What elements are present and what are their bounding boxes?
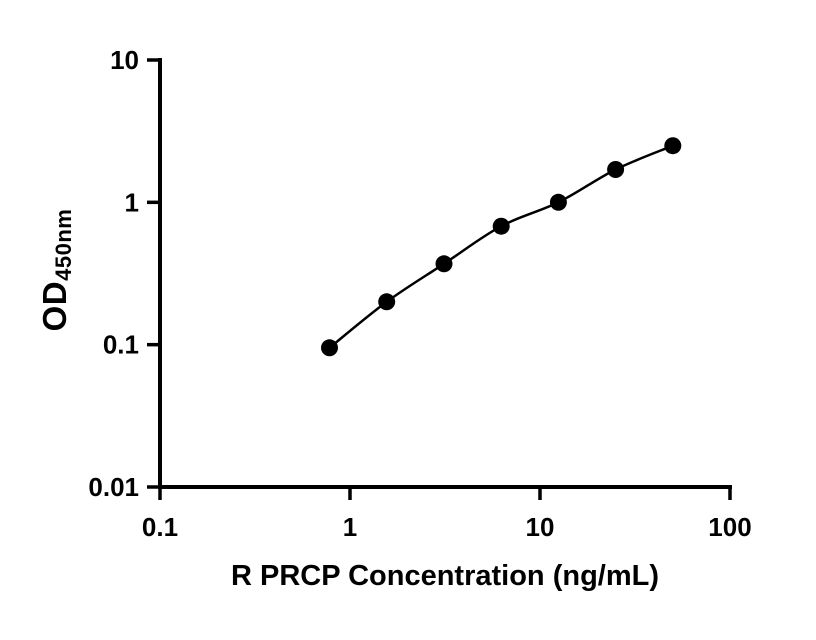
x-tick-label: 1 bbox=[343, 512, 357, 542]
y-axis-title: OD450nm bbox=[36, 208, 76, 332]
y-tick-label: 1 bbox=[125, 187, 139, 217]
x-tick-label: 100 bbox=[708, 512, 751, 542]
x-axis-title: R PRCP Concentration (ng/mL) bbox=[230, 560, 660, 592]
x-tick-label: 0.1 bbox=[142, 512, 178, 542]
y-axis-title-main: OD bbox=[36, 280, 73, 332]
data-point-marker bbox=[378, 293, 396, 311]
axes-frame bbox=[158, 58, 732, 489]
y-tick-label: 0.01 bbox=[88, 472, 139, 502]
data-point-marker bbox=[549, 193, 567, 211]
data-point-marker bbox=[607, 161, 625, 178]
standard-curve-line bbox=[328, 144, 674, 349]
y-tick-label: 0.1 bbox=[103, 330, 139, 360]
data-point-marker bbox=[321, 339, 338, 357]
x-tick-label: 10 bbox=[526, 512, 555, 542]
y-axis-title-sub: 450nm bbox=[50, 208, 76, 281]
data-point-marker bbox=[435, 255, 453, 273]
y-tick-label: 10 bbox=[110, 45, 139, 75]
data-point-marker bbox=[664, 137, 682, 155]
data-point-marker bbox=[492, 217, 510, 235]
